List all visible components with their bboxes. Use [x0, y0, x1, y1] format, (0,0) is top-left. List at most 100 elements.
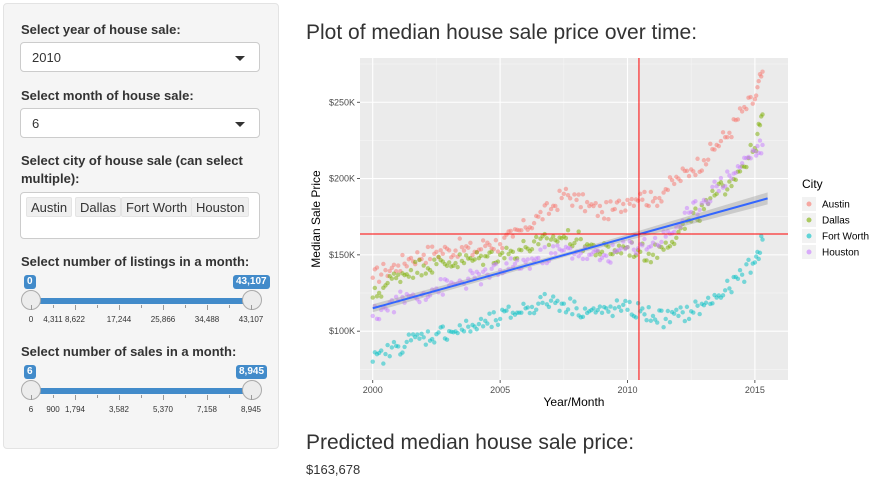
data-point: [389, 276, 395, 281]
tick-mark: [207, 395, 208, 400]
data-point: [697, 218, 702, 224]
data-point: [438, 248, 443, 253]
data-point: [584, 310, 590, 316]
data-point: [461, 248, 467, 253]
data-point: [642, 312, 647, 317]
data-point: [712, 292, 717, 298]
data-point: [684, 168, 690, 174]
sales-tick-label: 3,582: [108, 405, 130, 414]
data-point: [648, 318, 654, 323]
data-point: [574, 197, 579, 203]
data-point: [576, 229, 581, 234]
data-point: [672, 311, 677, 316]
data-point: [610, 242, 615, 248]
data-point: [553, 251, 558, 256]
data-point: [396, 263, 401, 268]
month-select[interactable]: 6: [20, 108, 260, 138]
data-point: [504, 308, 509, 313]
data-point: [519, 228, 524, 233]
data-point: [557, 308, 562, 314]
y-tick-label: $150K: [329, 250, 355, 260]
data-point: [657, 243, 662, 249]
city-label: Select city of house sale (can select mu…: [21, 152, 243, 188]
listings-tick-label: 43,107: [238, 315, 264, 324]
data-point: [570, 311, 575, 317]
data-point: [468, 240, 473, 246]
data-point: [508, 256, 513, 261]
month-select-value: 6: [32, 116, 40, 131]
x-tick-label: 2000: [363, 385, 383, 395]
data-point: [661, 190, 666, 195]
data-point: [493, 318, 499, 323]
data-point: [534, 256, 539, 261]
data-point: [529, 304, 535, 310]
data-point: [727, 179, 732, 184]
data-point: [748, 156, 753, 161]
data-point: [629, 196, 634, 202]
y-axis-title: Median Sale Price: [309, 170, 323, 268]
month-label: Select month of house sale:: [21, 88, 194, 103]
data-point: [463, 286, 469, 291]
data-point: [379, 272, 384, 277]
data-point: [444, 337, 450, 342]
data-point: [705, 295, 711, 300]
city-chip-austin[interactable]: Austin: [26, 197, 73, 217]
sales-max-handle[interactable]: [242, 380, 262, 400]
tick-mark: [185, 395, 186, 398]
data-point: [415, 332, 420, 337]
data-point: [379, 294, 384, 299]
tick-mark: [53, 395, 54, 398]
tick-mark: [31, 395, 32, 400]
data-point: [648, 189, 654, 195]
data-point: [417, 299, 422, 305]
legend-title: City: [802, 177, 823, 191]
data-point: [686, 173, 692, 179]
city-chip-houston[interactable]: Houston: [191, 197, 250, 217]
data-point: [755, 85, 760, 90]
data-point: [659, 199, 664, 204]
sales-slider-track[interactable]: [31, 388, 252, 394]
city-chip-dallas[interactable]: Dallas: [75, 197, 122, 217]
data-point: [408, 267, 414, 273]
tick-mark: [229, 305, 230, 308]
data-point: [578, 236, 583, 242]
listings-slider[interactable]: 0 43,107 0 4,311 8,622 17,244 25,866 34,…: [20, 275, 270, 335]
data-point: [722, 184, 728, 189]
data-point: [712, 179, 717, 184]
data-point: [459, 245, 465, 250]
data-point: [391, 310, 397, 315]
data-point: [555, 239, 560, 244]
data-point: [531, 310, 537, 316]
data-point: [608, 199, 613, 204]
data-point: [621, 201, 626, 207]
data-point: [608, 260, 613, 265]
data-point: [548, 251, 554, 256]
city-multiselect[interactable]: Austin Dallas Fort Worth Houston: [20, 192, 260, 239]
legend-key: [806, 249, 812, 255]
data-point: [563, 186, 569, 192]
data-point: [425, 329, 431, 334]
data-point: [591, 306, 596, 311]
city-chip-fort-worth[interactable]: Fort Worth: [121, 197, 193, 217]
data-point: [612, 306, 617, 311]
data-point: [604, 306, 609, 311]
data-point: [661, 229, 666, 234]
data-point: [565, 192, 571, 198]
data-point: [693, 199, 698, 204]
data-point: [631, 203, 637, 208]
data-point: [402, 344, 407, 350]
year-select[interactable]: 2010: [20, 42, 260, 72]
data-point: [519, 310, 524, 315]
y-tick-label: $200K: [329, 174, 355, 184]
listings-max-handle[interactable]: [242, 290, 262, 310]
data-point: [466, 324, 471, 329]
data-point: [621, 302, 626, 307]
sales-slider[interactable]: 6 8,945 6 900 1,794 3,582 5,370 7,158 8,…: [20, 365, 268, 425]
listings-label: Select number of listings in a month:: [21, 254, 250, 269]
listings-slider-track[interactable]: [31, 298, 252, 304]
data-point: [655, 203, 660, 209]
data-point: [508, 248, 513, 253]
data-point: [580, 192, 586, 197]
data-point: [478, 282, 484, 287]
data-point: [663, 240, 668, 245]
